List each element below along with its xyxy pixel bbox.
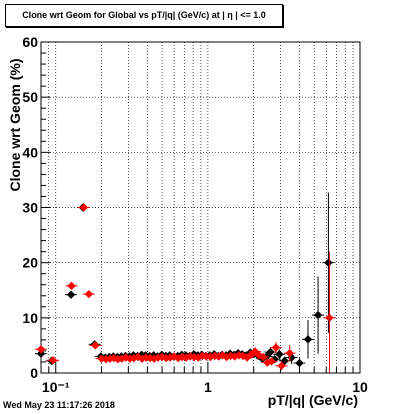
axis-ticks: [41, 41, 361, 374]
x-axis-label: pT/|q| (GeV/c): [268, 392, 358, 408]
chart-title: Clone wrt Geom for Global vs pT/|q| (GeV…: [22, 10, 266, 20]
y-tick-label: 10: [22, 310, 38, 326]
data-point-red: [101, 355, 111, 364]
data-point-red: [258, 352, 268, 362]
y-tick-label: 50: [22, 89, 38, 105]
data-point-black: [313, 310, 323, 320]
y-tick-label: 0: [30, 365, 38, 381]
data-point-red: [84, 289, 94, 299]
data-point-red: [214, 352, 224, 361]
data-points: [35, 192, 336, 373]
data-point-red: [277, 361, 286, 371]
data-point-red: [267, 357, 276, 366]
data-point-red: [271, 343, 281, 352]
y-tick-label: 60: [22, 34, 38, 50]
data-point-red: [230, 352, 239, 361]
data-point-red: [91, 341, 100, 350]
data-point-red: [36, 345, 46, 354]
data-point-red: [125, 354, 135, 363]
data-point-red: [79, 203, 89, 212]
data-point-black: [275, 350, 284, 359]
data-point-black: [295, 358, 304, 368]
timestamp: Wed May 23 11:17:26 2018: [3, 400, 115, 410]
data-point-red: [222, 352, 231, 362]
y-axis-label: Clone wrt Geom (%): [7, 58, 23, 191]
x-tick-label: 10⁻¹: [42, 379, 70, 395]
y-tick-label: 20: [22, 255, 38, 271]
data-point-black: [66, 290, 76, 299]
data-point-black: [324, 258, 333, 267]
data-point-black: [266, 347, 275, 357]
data-point-red: [325, 313, 334, 323]
y-tick-labels: 0 10 20 30 40 50 60: [22, 34, 38, 381]
data-point-red: [206, 352, 215, 362]
data-point-red: [48, 356, 58, 365]
y-tick-label: 30: [22, 200, 38, 216]
data-point-red: [285, 348, 294, 358]
x-tick-labels: 10⁻¹ 1 10: [42, 379, 368, 395]
x-tick-label: 10: [352, 379, 368, 395]
data-point-black: [36, 349, 46, 358]
data-point-black: [303, 335, 313, 344]
y-tick-label: 40: [22, 144, 38, 160]
data-point-red: [149, 354, 159, 363]
data-point-red: [67, 281, 76, 291]
x-tick-label: 1: [204, 379, 212, 395]
chart-title-box: Clone wrt Geom for Global vs pT/|q| (GeV…: [5, 4, 283, 27]
